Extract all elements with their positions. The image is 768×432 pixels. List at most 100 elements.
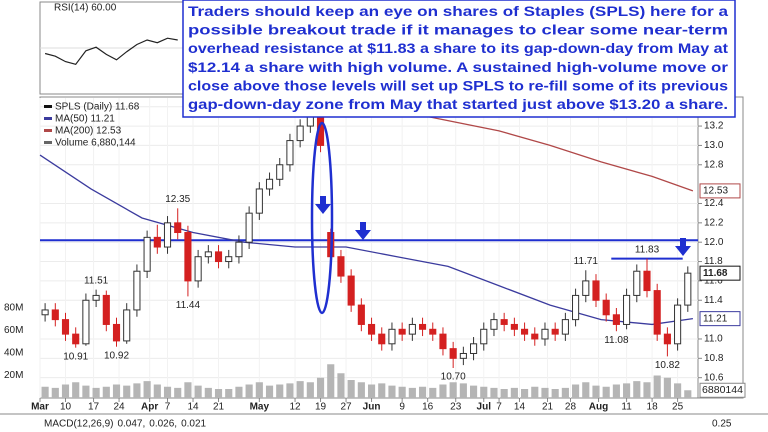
- candle-body: [194, 256, 202, 282]
- moving-average: [39, 154, 693, 326]
- y-tick-label: 12.8: [704, 159, 724, 170]
- y-tick-label: 13.2: [704, 121, 724, 132]
- candle-body: [398, 328, 406, 335]
- candle-body: [123, 309, 131, 342]
- y-tick-label: 10.8: [704, 353, 724, 364]
- candle-body: [225, 256, 233, 263]
- legend-swatch: [44, 105, 52, 108]
- candle-body: [286, 140, 294, 166]
- macd-label: MACD(12,26,9): [44, 419, 113, 430]
- volume-bar: [653, 375, 661, 398]
- x-tick-label: 11: [621, 402, 632, 413]
- volume-bar: [500, 389, 508, 398]
- rsi-title: RSI(14) 60.00: [54, 3, 117, 14]
- legend-swatch: [44, 117, 52, 120]
- volume-bar: [214, 389, 223, 398]
- volume-bar: [357, 382, 365, 398]
- macd-label: 0.047,: [117, 419, 145, 430]
- candle-body: [510, 323, 518, 330]
- last-value-label: 12.53: [703, 186, 728, 197]
- legend-swatch: [44, 141, 52, 144]
- volume-bar: [469, 385, 478, 398]
- volume-bar: [296, 381, 304, 398]
- annotation-line: gap-down-day zone from May that started …: [188, 97, 728, 112]
- y-tick-label: 11.8: [704, 256, 723, 267]
- last-value-label: 6880144: [702, 385, 743, 396]
- candle-body: [235, 241, 243, 258]
- candle-body: [245, 212, 253, 243]
- x-tick-label: 27: [340, 402, 352, 413]
- volume-bar: [337, 373, 345, 398]
- x-tick-label: 14: [187, 402, 199, 413]
- candle-body: [41, 309, 49, 316]
- volume-bar: [235, 386, 243, 398]
- volume-bar: [327, 364, 335, 398]
- legend-label: Volume 6,880,144: [55, 138, 136, 149]
- volume-bar: [163, 386, 172, 398]
- price-axis-frame: [697, 96, 744, 399]
- candle-body: [174, 222, 182, 234]
- candle-body: [378, 333, 386, 345]
- volume-bar: [449, 382, 457, 398]
- volume-bar: [306, 382, 314, 398]
- last-value-label: 11.21: [703, 313, 728, 324]
- legend-swatch: [44, 129, 52, 132]
- x-tick-label: Apr: [141, 402, 158, 413]
- volume-bar: [541, 387, 549, 398]
- volume-tick-label: 40M: [4, 348, 23, 359]
- volume-bar: [572, 384, 580, 398]
- volume-bar: [674, 383, 682, 398]
- candle-body: [602, 299, 610, 316]
- candle-body: [612, 314, 620, 325]
- last-value-box: [699, 382, 746, 398]
- volume-bar: [204, 387, 212, 398]
- candle-body: [82, 299, 90, 345]
- volume-tick-label: 60M: [4, 325, 23, 336]
- legend-label: MA(50) 11.21: [55, 114, 115, 125]
- x-tick-label: 7: [496, 402, 502, 413]
- annotation-line: overhead resistance at $11.83 a share to…: [188, 41, 729, 56]
- x-tick-label: 7: [165, 402, 171, 413]
- candle-body: [408, 323, 416, 335]
- y-tick-label: 12.4: [704, 198, 724, 209]
- volume-bar: [153, 384, 161, 398]
- volume-bar: [490, 387, 498, 398]
- volume-bar: [174, 387, 182, 398]
- candle-body: [92, 294, 100, 301]
- volume-bar: [123, 385, 131, 398]
- candle-body: [500, 319, 508, 325]
- candle-body: [347, 275, 355, 306]
- moving-average: [417, 113, 694, 192]
- volume-bar: [265, 385, 274, 398]
- volume-bar: [133, 383, 141, 398]
- last-value-box: [699, 265, 741, 281]
- annotation: Traders should keep an eye on shares of …: [188, 4, 729, 112]
- candle-body: [255, 188, 263, 214]
- candle-body: [572, 294, 580, 321]
- volume-bar: [92, 387, 100, 398]
- volume-bar: [480, 386, 488, 398]
- candle-body: [582, 280, 590, 296]
- x-tick-label: 12: [289, 402, 301, 413]
- volume-bar: [102, 386, 110, 398]
- volume-bar: [439, 384, 447, 398]
- price-label: 11.44: [176, 300, 201, 311]
- volume-bar: [429, 387, 437, 398]
- volume-bar: [347, 380, 355, 398]
- volume-bar: [510, 387, 518, 398]
- volume-bar: [418, 386, 427, 398]
- volume-tick-label: 80M: [4, 303, 23, 314]
- candle-body: [684, 272, 692, 306]
- volume-bar: [684, 390, 692, 398]
- candle-body: [265, 178, 274, 190]
- volume-bar: [316, 377, 325, 398]
- volume-bar: [612, 384, 620, 398]
- volume-bar: [633, 381, 641, 398]
- y-tick-label: 10.6: [704, 372, 724, 383]
- legend-label: SPLS (Daily) 11.68: [55, 102, 140, 113]
- candle-body: [429, 328, 437, 335]
- candle-body: [337, 256, 345, 277]
